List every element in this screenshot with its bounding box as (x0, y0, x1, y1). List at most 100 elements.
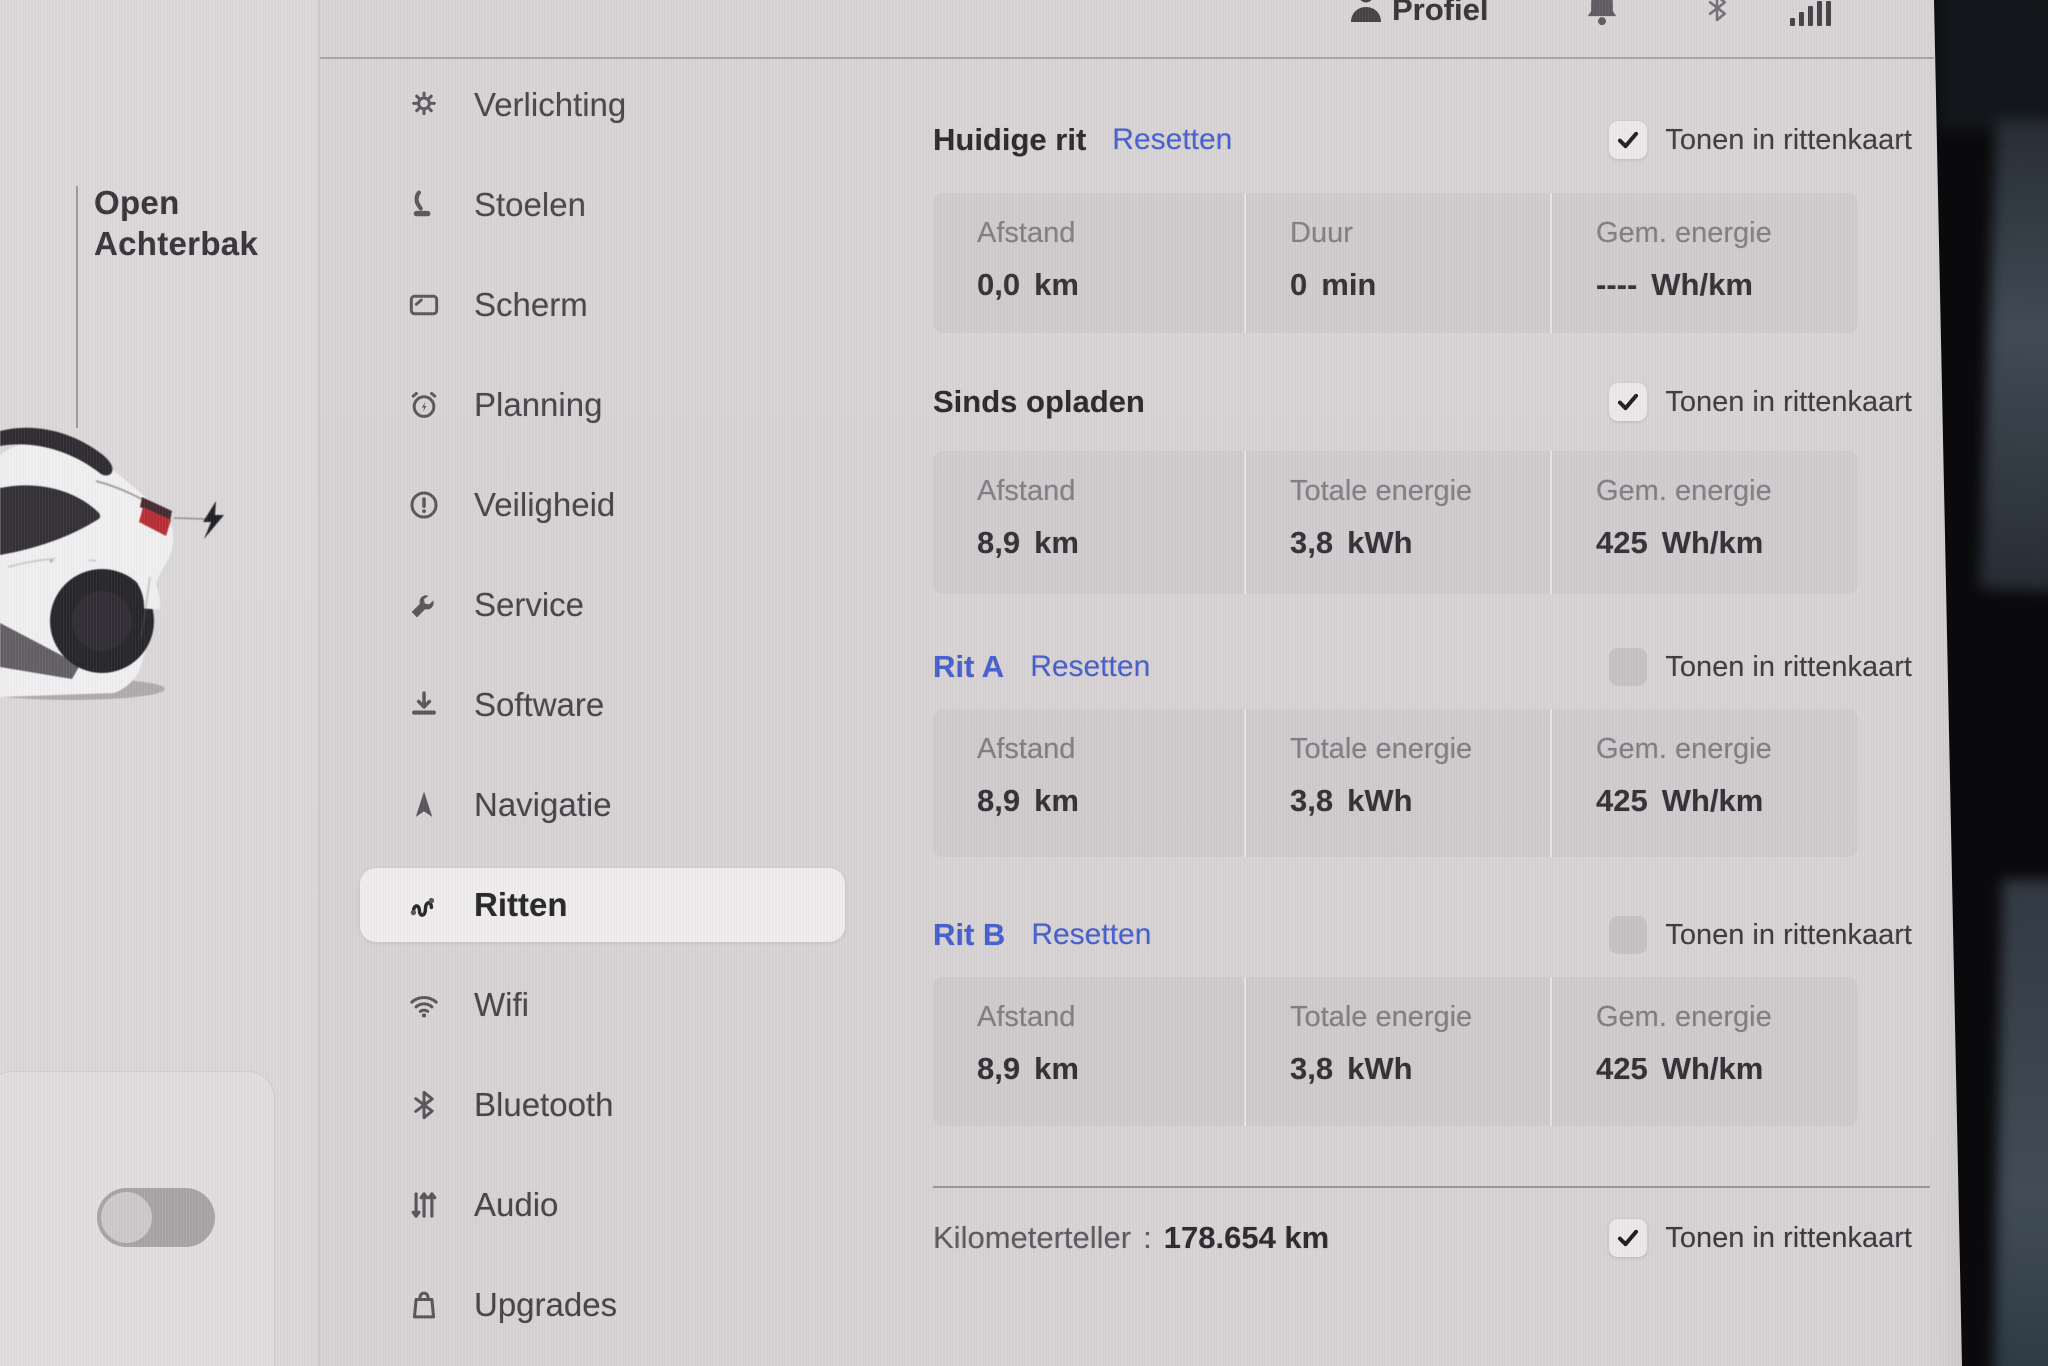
stat-label: Totale energie (1290, 1001, 1473, 1033)
stat-cell: Totale energie 3,8 kWh (1244, 977, 1550, 1126)
section-header-sinds-opladen: Sinds opladen Tonen in rittenkaart (933, 380, 1930, 424)
download-icon (404, 685, 444, 725)
display-icon (404, 285, 444, 325)
sidebar-item-label: Verlichting (474, 86, 627, 123)
stat-unit: Wh/km (1661, 525, 1764, 560)
toggle-switch-off[interactable] (97, 1188, 215, 1247)
shopping-bag-icon (404, 1285, 444, 1325)
sidebar-item-navigatie[interactable]: Navigatie (340, 755, 845, 855)
stat-cell: Gem. energie 425 Wh/km (1550, 709, 1858, 857)
stat-cell: Afstand 0,0 km (933, 193, 1244, 333)
trunk-pointer-line (76, 186, 78, 428)
stat-unit: Wh/km (1661, 1051, 1764, 1086)
wrench-icon (404, 585, 444, 625)
bell-icon[interactable] (1582, 0, 1622, 33)
sidebar-item-label: Software (474, 686, 605, 723)
sidebar-item-upgrades[interactable]: Upgrades (340, 1255, 845, 1355)
section-title: Rit B (933, 917, 1006, 952)
bezel-reflection (1938, 0, 2048, 130)
odometer-label: Kilometerteller (933, 1220, 1132, 1255)
sidebar-item-label: Upgrades (474, 1286, 618, 1323)
section-header-huidige-rit: Huidige rit Resetten Tonen in rittenkaar… (933, 118, 1930, 162)
trip-stats-card: Afstand 8,9 km Totale energie 3,8 kWh Gem.… (933, 451, 1858, 594)
stat-number: 8,9 (977, 525, 1021, 560)
stat-unit: kWh (1347, 783, 1413, 818)
header-divider (318, 57, 1934, 59)
show-in-map-checkbox[interactable] (1609, 383, 1648, 421)
stat-number: 3,8 (1290, 525, 1334, 560)
person-icon[interactable] (1348, 0, 1384, 29)
reset-link[interactable]: Resetten (1112, 123, 1233, 156)
selection-pill (360, 868, 845, 942)
sidebar-item-label: Wifi (474, 986, 529, 1023)
car-door-reflection (1993, 879, 2048, 1366)
stat-label: Afstand (977, 1001, 1076, 1033)
stat-unit: km (1034, 267, 1079, 302)
light-bulb-icon (404, 85, 444, 125)
section-header-rit-a: Rit A Resetten Tonen in rittenkaart (933, 645, 1930, 689)
show-in-map-checkbox[interactable] (1609, 121, 1648, 159)
stat-unit: km (1034, 783, 1079, 818)
stat-unit: min (1321, 267, 1377, 302)
stat-cell: Gem. energie 425 Wh/km (1550, 977, 1858, 1126)
sidebar-item-veiligheid[interactable]: Veiligheid (340, 455, 845, 555)
show-in-map-label: Tonen in rittenkaart (1665, 123, 1912, 156)
stat-label: Gem. energie (1596, 217, 1772, 249)
sidebar-item-audio[interactable]: Audio (340, 1155, 845, 1255)
alert-circle-icon (404, 485, 444, 525)
trip-stats-card: Afstand 8,9 km Totale energie 3,8 kWh Gem.… (933, 709, 1858, 857)
reset-link[interactable]: Resetten (1031, 918, 1152, 951)
reset-link[interactable]: Resetten (1030, 650, 1151, 683)
sidebar-item-wifi[interactable]: Wifi (340, 955, 845, 1055)
odometer-separator: : (1143, 1220, 1152, 1255)
sidebar-item-ritten[interactable]: Ritten (340, 855, 845, 955)
sidebar-item-stoelen[interactable]: Stoelen (340, 155, 845, 255)
show-in-map-checkbox[interactable] (1609, 916, 1648, 954)
checkmark-icon (1618, 131, 1639, 149)
stat-label: Afstand (977, 475, 1076, 507)
trip-stats-card: Afstand 8,9 km Totale energie 3,8 kWh Gem.… (933, 977, 1858, 1126)
sidebar-item-label: Audio (474, 1186, 559, 1223)
sidebar-item-service[interactable]: Service (340, 555, 845, 655)
profile-label[interactable]: Profiel (1392, 0, 1489, 27)
open-trunk-label-line1: Open (94, 184, 180, 221)
sidebar-item-label: Navigatie (474, 786, 612, 823)
bluetooth-icon (404, 1085, 444, 1125)
stat-number: 0 (1290, 267, 1308, 302)
sidebar-item-label: Service (474, 586, 585, 623)
sidebar-item-label: Ritten (474, 886, 568, 923)
show-in-map-label: Tonen in rittenkaart (1665, 1221, 1912, 1254)
checkmark-icon (1618, 393, 1639, 411)
sidebar-item-verlichting[interactable]: Verlichting (340, 55, 845, 155)
stat-number: 425 (1596, 525, 1648, 560)
stat-number: 3,8 (1290, 783, 1334, 818)
stat-cell: Totale energie 3,8 kWh (1244, 709, 1550, 857)
sidebar-item-bluetooth[interactable]: Bluetooth (340, 1055, 845, 1155)
checkmark-icon (1618, 1229, 1639, 1247)
stat-unit: Wh/km (1651, 267, 1753, 302)
stat-cell: Gem. energie ---- Wh/km (1550, 193, 1858, 333)
stat-number: 8,9 (977, 783, 1021, 818)
show-in-map-checkbox[interactable] (1609, 1219, 1648, 1257)
stat-label: Gem. energie (1596, 733, 1772, 765)
wifi-icon (404, 985, 444, 1025)
sidebar-item-planning[interactable]: Planning (340, 355, 845, 455)
sidebar-item-label: Planning (474, 386, 603, 423)
section-title: Huidige rit (933, 122, 1087, 157)
odometer-value: 178.654 km (1163, 1220, 1330, 1255)
stat-number: 3,8 (1290, 1051, 1334, 1086)
trip-stats-card: Afstand 0,0 km Duur 0 min Gem. energie ---… (933, 193, 1858, 333)
stat-unit: km (1034, 525, 1079, 560)
seat-icon (404, 185, 444, 225)
sidebar-item-scherm[interactable]: Scherm (340, 255, 845, 355)
open-trunk-button[interactable]: Open Achterbak (94, 182, 258, 264)
sentry-toggle-card (0, 1072, 274, 1366)
sidebar-item-label: Bluetooth (474, 1086, 614, 1123)
stat-cell: Totale energie 3,8 kWh (1244, 451, 1550, 594)
show-in-map-checkbox[interactable] (1609, 648, 1648, 686)
stat-number: ---- (1596, 267, 1638, 302)
sidebar-item-label: Stoelen (474, 186, 586, 223)
sidebar-item-software[interactable]: Software (340, 655, 845, 755)
stat-cell: Afstand 8,9 km (933, 977, 1244, 1126)
